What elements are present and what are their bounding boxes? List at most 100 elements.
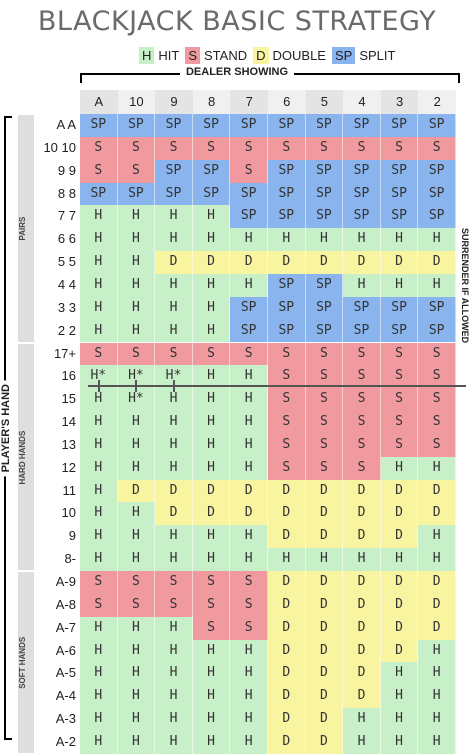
row-label: 2 2 [57,322,76,338]
group-label-soft-hands: SOFT HANDS [18,636,27,689]
strategy-cell: H [418,685,456,709]
strategy-cell: H* [155,365,193,389]
strategy-cell: H [192,411,231,434]
strategy-cell: D [343,502,381,526]
strategy-cell: H [418,273,456,297]
strategy-cell: S [117,571,156,594]
strategy-cell: H [418,639,456,663]
strategy-cell: H [192,548,231,571]
strategy-cell: SP [418,319,456,343]
strategy-cell: SP [268,182,306,206]
strategy-cell: H [343,548,381,571]
strategy-cell: S [230,136,268,160]
strategy-cell: H [155,388,193,412]
strategy-cell: SP [117,114,156,137]
strategy-cell: D [418,616,456,640]
strategy-cell: S [268,433,306,457]
strategy-cell: H [418,662,456,686]
surrender-label: SURRENDER IF ALLOWED [460,228,470,344]
strategy-cell: S [117,342,156,366]
strategy-cell: SP [380,159,419,183]
strategy-cell: H [418,228,456,252]
strategy-cell: D [343,479,381,503]
strategy-cell: H [117,708,156,731]
strategy-cell: S [418,411,456,434]
strategy-cell: H [80,708,118,731]
strategy-cell: D [192,479,231,503]
strategy-cell: SP [343,182,381,206]
dealer-card-8: 8 [192,90,231,114]
strategy-cell: H [80,662,118,686]
strategy-cell: H [80,525,118,549]
row-label: 4 4 [57,276,76,292]
strategy-cell: D [268,685,306,709]
strategy-cell: H [192,228,231,252]
strategy-cell: S [192,136,231,160]
strategy-cell: SP [305,159,344,183]
strategy-cell: H [192,708,231,731]
strategy-cell: D [343,593,381,617]
strategy-cell: SP [343,319,381,343]
strategy-cell: D [343,525,381,549]
strategy-cell: S [230,593,268,617]
strategy-cell: H* [117,388,156,412]
strategy-cell: D [268,479,306,503]
strategy-cell: H [305,228,344,252]
legend-item-double: D DOUBLE [253,46,326,64]
strategy-cell: H [155,433,193,457]
row-label: A-4 [55,688,76,704]
strategy-cell: H [268,228,306,252]
strategy-cell: D [305,662,344,686]
strategy-cell: H [117,411,156,434]
strategy-cell: D [305,708,344,731]
strategy-cell: SP [343,159,381,183]
strategy-cell: H* [80,365,118,389]
strategy-cell: S [230,571,268,594]
strategy-cell: S [268,456,306,480]
strategy-cell: S [117,593,156,617]
strategy-cell: S [230,342,268,366]
row-label: A-2 [55,733,76,749]
surrender-line [88,385,466,388]
strategy-cell: H [117,456,156,480]
strategy-cell: S [80,159,118,183]
dealer-card-2: 2 [418,90,456,114]
strategy-cell: D [343,685,381,709]
strategy-cell: H [80,273,118,297]
strategy-cell: H [380,273,419,297]
strategy-cell: H [343,273,381,297]
strategy-cell: S [380,342,419,366]
strategy-cell: S [343,456,381,480]
strategy-cell: SP [343,205,381,229]
strategy-cell: H [418,708,456,731]
strategy-cell: H [117,502,156,526]
strategy-cell: SP [155,159,193,183]
strategy-cell: S [268,388,306,412]
strategy-cell: H [80,205,118,229]
strategy-cell: S [305,388,344,412]
strategy-cell: S [418,365,456,389]
strategy-cell: S [117,159,156,183]
strategy-cell: SP [268,319,306,343]
strategy-cell: D [305,571,344,594]
strategy-cell: D [380,479,419,503]
strategy-cell: SP [418,159,456,183]
strategy-cell: H [155,411,193,434]
strategy-cell: SP [268,114,306,137]
strategy-cell: H [155,616,193,640]
strategy-cell: H [155,273,193,297]
dealer-card-9: 9 [155,90,193,114]
strategy-cell: S [80,342,118,366]
legend-label-double: DOUBLE [272,47,326,63]
strategy-cell: H [380,662,419,686]
strategy-cell: S [343,365,381,389]
strategy-cell: S [343,388,381,412]
strategy-cell: D [343,662,381,686]
strategy-cell: D [418,502,456,526]
strategy-cell: H [155,525,193,549]
dealer-label: DEALER SHOWING [0,66,474,78]
strategy-cell: S [305,365,344,389]
strategy-cell: H [343,708,381,731]
strategy-cell: D [155,251,193,274]
strategy-cell: H [117,433,156,457]
